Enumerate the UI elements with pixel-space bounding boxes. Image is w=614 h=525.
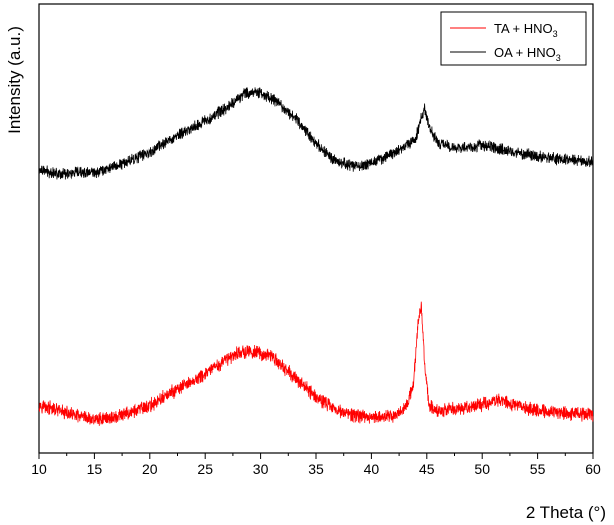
legend-label-ta-hno3-main: TA + HNO — [494, 21, 553, 36]
x-tick-label-30: 30 — [253, 461, 269, 477]
series-line-ta-hno3 — [38, 301, 594, 426]
x-tick-label-40: 40 — [364, 461, 380, 477]
legend-label-oa-hno3-main: OA + HNO — [494, 45, 556, 60]
x-axis-tick-labels: 10 15 20 25 30 35 40 45 50 55 60 — [31, 461, 601, 477]
legend-label-oa-hno3: OA + HNO3 — [494, 45, 561, 63]
x-axis-ticks — [38, 453, 594, 459]
plot-area-border — [38, 3, 594, 454]
x-tick-label-25: 25 — [197, 461, 213, 477]
x-tick-label-60: 60 — [585, 461, 601, 477]
legend-box — [440, 11, 587, 66]
x-tick-label-35: 35 — [308, 461, 324, 477]
legend-label-ta-hno3: TA + HNO3 — [494, 21, 558, 39]
series-line-oa-hno3 — [38, 87, 594, 180]
x-tick-label-50: 50 — [474, 461, 490, 477]
legend-label-ta-hno3-sub: 3 — [553, 29, 558, 39]
x-tick-label-55: 55 — [530, 461, 546, 477]
legend: TA + HNO3 OA + HNO3 — [440, 11, 587, 66]
plot-frame — [38, 3, 594, 454]
x-tick-label-10: 10 — [31, 461, 47, 477]
x-tick-label-15: 15 — [87, 461, 103, 477]
series-layer — [38, 87, 594, 426]
x-axis-title: 2 Theta (°) — [526, 503, 606, 522]
legend-label-oa-hno3-sub: 3 — [556, 53, 561, 63]
y-axis-title: Intensity (a.u.) — [5, 26, 24, 134]
x-tick-label-20: 20 — [142, 461, 158, 477]
x-tick-label-45: 45 — [419, 461, 435, 477]
